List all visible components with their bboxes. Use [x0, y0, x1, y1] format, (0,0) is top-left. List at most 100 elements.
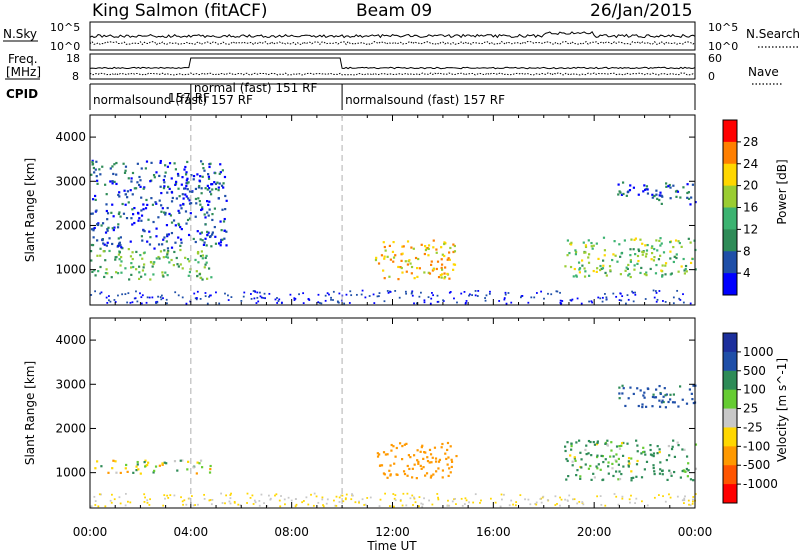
colorbar-swatch: [723, 333, 737, 353]
data-cell: [614, 459, 617, 462]
data-cell: [443, 254, 446, 258]
data-cell: [176, 469, 179, 472]
data-cell: [204, 256, 207, 260]
ground-scatter-cell: [377, 295, 380, 298]
data-cell: [92, 229, 95, 232]
data-cell: [162, 275, 165, 278]
data-cell: [632, 392, 635, 396]
data-cell: [192, 237, 195, 241]
data-cell: [131, 208, 134, 211]
data-cell: [94, 168, 97, 171]
ground-scatter-cell: [131, 301, 134, 304]
ground-scatter-cell: [221, 502, 224, 504]
data-cell: [211, 183, 214, 186]
data-cell: [174, 168, 177, 171]
data-cell: [96, 223, 100, 227]
data-cell: [630, 238, 633, 241]
data-cell: [574, 253, 578, 256]
data-cell: [394, 455, 397, 458]
data-cell: [167, 233, 170, 236]
data-cell: [178, 195, 181, 198]
data-cell: [639, 389, 642, 392]
data-cell: [217, 189, 220, 192]
data-cell: [587, 239, 590, 242]
data-cell: [162, 178, 165, 182]
ground-scatter-cell: [469, 293, 471, 296]
ground-scatter-cell: [203, 498, 206, 500]
ground-scatter-cell: [423, 299, 426, 302]
data-cell: [105, 268, 108, 271]
ground-scatter-cell: [302, 500, 305, 502]
data-cell: [453, 263, 457, 266]
data-cell: [651, 245, 654, 248]
ground-scatter-cell: [263, 502, 265, 505]
data-cell: [615, 453, 618, 456]
data-cell: [646, 192, 650, 195]
data-cell: [435, 267, 438, 271]
data-cell: [120, 271, 123, 274]
data-cell: [205, 244, 208, 247]
data-cell: [201, 257, 204, 260]
ground-scatter-cell: [237, 503, 240, 506]
ground-scatter-cell: [451, 500, 454, 503]
ground-scatter-cell: [503, 297, 506, 299]
ground-scatter-cell: [654, 290, 657, 292]
ground-scatter-cell: [363, 504, 366, 506]
data-cell: [96, 254, 99, 257]
data-cell: [102, 250, 105, 253]
data-cell: [628, 462, 631, 465]
data-cell: [420, 243, 423, 246]
data-cell: [135, 250, 138, 254]
data-cell: [620, 193, 624, 196]
data-cell: [681, 469, 684, 473]
data-cell: [632, 186, 636, 189]
data-cell: [450, 460, 454, 463]
y-tick-label: 4000: [55, 333, 86, 347]
data-cell: [434, 457, 438, 460]
data-cell: [677, 444, 680, 447]
data-cell: [170, 258, 173, 262]
data-cell: [660, 202, 663, 205]
data-cell: [637, 259, 640, 263]
data-cell: [133, 221, 136, 225]
ground-scatter-cell: [678, 297, 681, 300]
data-cell: [126, 470, 129, 473]
data-cell: [672, 184, 675, 187]
data-cell: [446, 272, 449, 276]
data-cell: [674, 239, 678, 242]
data-cell: [659, 191, 662, 194]
ground-scatter-cell: [683, 499, 686, 502]
ground-scatter-cell: [350, 498, 353, 501]
data-cell: [383, 277, 386, 280]
data-cell: [666, 478, 669, 482]
nave-label: Nave: [748, 65, 779, 79]
data-cell: [90, 259, 93, 262]
data-cell: [618, 444, 621, 448]
data-cell: [211, 188, 214, 191]
data-cell: [159, 185, 162, 188]
ground-scatter-cell: [420, 291, 422, 294]
data-cell: [159, 250, 163, 253]
data-cell: [604, 271, 607, 275]
data-cell: [588, 253, 591, 256]
data-cell: [580, 458, 583, 461]
data-cell: [437, 460, 441, 463]
ground-scatter-cell: [104, 505, 107, 508]
data-cell: [642, 446, 645, 449]
ground-scatter-cell: [684, 495, 686, 498]
ground-scatter-cell: [263, 292, 266, 295]
ground-scatter-cell: [181, 500, 184, 503]
data-cell: [566, 441, 569, 444]
data-cell: [672, 245, 675, 249]
data-cell: [176, 263, 179, 266]
ground-scatter-cell: [317, 301, 320, 304]
data-cell: [622, 387, 625, 390]
ground-scatter-cell: [307, 503, 310, 506]
data-cell: [643, 273, 646, 276]
data-cell: [443, 277, 446, 280]
data-cell: [187, 181, 190, 184]
data-cell: [120, 260, 123, 263]
data-cell: [93, 269, 96, 272]
ground-scatter-cell: [379, 498, 382, 501]
